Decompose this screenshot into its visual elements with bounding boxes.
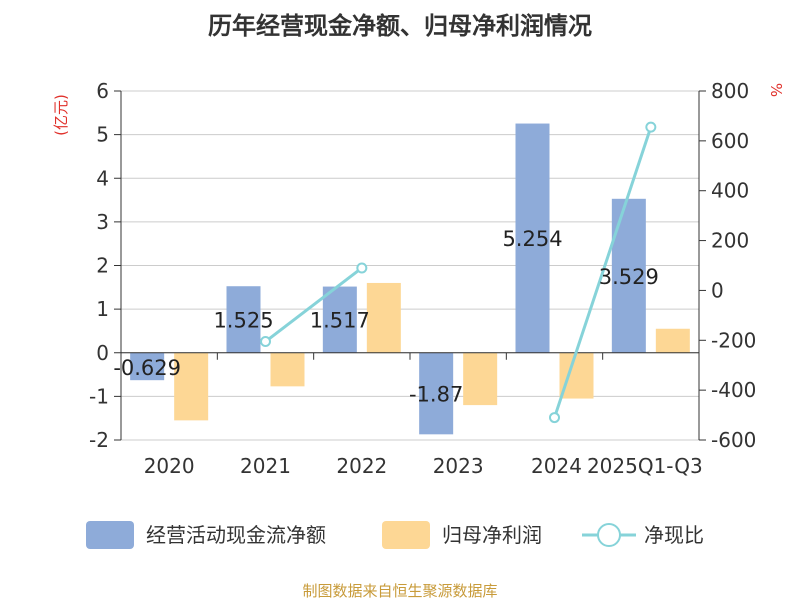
- net-profit-bar: [366, 282, 401, 353]
- right-tick-label: 0: [711, 278, 724, 302]
- left-tick-label: 6: [96, 79, 109, 103]
- right-tick-label: 800: [711, 79, 749, 103]
- axes: [114, 90, 706, 441]
- net-profit-bar: [463, 352, 498, 406]
- legend-swatch-ratio-marker: [597, 523, 621, 547]
- ratio-point: [356, 262, 368, 274]
- right-tick-label: -200: [711, 328, 756, 352]
- right-tick-label: -600: [711, 428, 756, 452]
- left-tick-label: 2: [96, 254, 109, 278]
- ratio-point: [645, 121, 657, 133]
- tick-labels: -2 -1 0 1 2 3 4 5 6 -600 -400 -200 0 200 400 600 800 2020…: [89, 79, 756, 478]
- left-tick-label: -1: [89, 384, 109, 408]
- cashflow-value-label: 3.529: [599, 265, 659, 289]
- legend-label-net-profit: 归母净利润: [442, 523, 542, 547]
- legend-label-cashflow: 经营活动现金流净额: [146, 523, 326, 547]
- ratio-line-segment: [264, 266, 363, 343]
- ratio-point: [549, 412, 560, 424]
- right-tick-label: 600: [711, 129, 749, 153]
- cashflow-bar: [322, 286, 357, 353]
- left-tick-label: 4: [96, 166, 109, 190]
- legend-label-ratio: 净现比: [644, 523, 704, 547]
- cashflow-bar: [226, 286, 261, 353]
- cashflow-value-label: -1.87: [409, 383, 463, 407]
- net-profit-bar: [174, 352, 209, 421]
- right-tick-label: 400: [711, 179, 749, 203]
- net-profit-bar: [655, 328, 690, 353]
- x-tick-label: 2022: [336, 454, 387, 478]
- chart-title: 历年经营现金净额、归母净利润情况: [208, 12, 592, 40]
- cashflow-bar: [130, 352, 165, 381]
- cashflow-bar: [515, 123, 550, 353]
- cashflow-value-label: 5.254: [502, 227, 562, 251]
- data-labels: -0.629 1.525 1.517 -1.87 5.254 3.529: [113, 227, 659, 406]
- ratio-line: [260, 121, 657, 424]
- x-tick-label: 2025Q1-Q3: [587, 454, 703, 478]
- left-tick-label: 1: [96, 297, 109, 321]
- net-profit-bar: [559, 352, 594, 399]
- source-note: 制图数据来自恒生聚源数据库: [302, 582, 497, 600]
- x-tick-label: 2024: [531, 454, 582, 478]
- left-tick-label: 3: [96, 210, 109, 234]
- left-tick-label: 5: [96, 123, 109, 147]
- cashflow-value-label: 1.517: [310, 309, 370, 333]
- x-tick-label: 2020: [144, 454, 195, 478]
- left-tick-label: 0: [96, 341, 109, 365]
- net-profit-bar: [270, 352, 305, 387]
- left-tick-label: -2: [89, 428, 109, 452]
- right-axis-unit: %: [767, 83, 785, 97]
- left-axis-unit: (亿元): [52, 94, 70, 136]
- cashflow-bar: [419, 352, 454, 435]
- bars: [130, 123, 690, 435]
- right-tick-label: 200: [711, 229, 749, 253]
- cashflow-value-label: -0.629: [113, 356, 181, 380]
- cashflow-value-label: 1.525: [213, 308, 273, 332]
- legend-swatch-cashflow: [86, 521, 134, 549]
- ratio-point: [260, 336, 271, 348]
- legend: 经营活动现金流净额 归母净利润 净现比: [86, 521, 704, 549]
- x-tick-label: 2023: [433, 454, 484, 478]
- x-tick-label: 2021: [240, 454, 291, 478]
- legend-swatch-net-profit: [382, 521, 430, 549]
- ratio-line-segment: [553, 126, 653, 419]
- right-tick-label: -400: [711, 378, 756, 402]
